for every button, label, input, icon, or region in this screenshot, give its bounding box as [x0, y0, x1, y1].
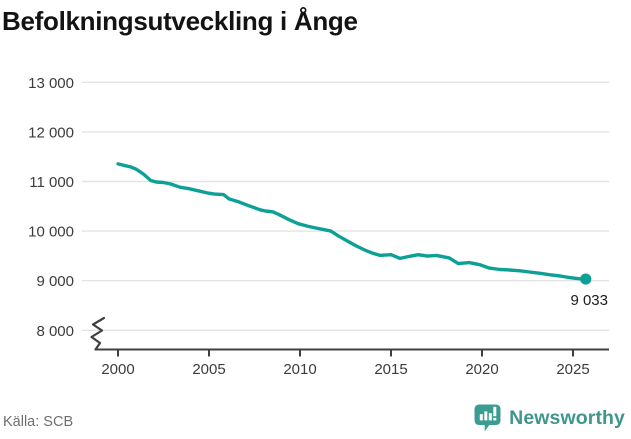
x-axis-tick-label: 2010: [283, 361, 316, 378]
latest-value-dot: [580, 273, 592, 285]
x-axis-tick-label: 2005: [192, 361, 225, 378]
x-axis-tick-label: 2015: [374, 361, 407, 378]
latest-value-label: 9 033: [570, 292, 608, 309]
y-axis-tick-label: 12 000: [28, 124, 74, 141]
population-line-chart: 13 000 12 000 11 000 10 000 9 000 8 000 2000 20…: [28, 75, 609, 378]
x-axis-tick-label: 2000: [101, 361, 134, 378]
y-axis-tick-label: 8 000: [36, 323, 74, 340]
x-axis-tick-label: 2025: [556, 361, 589, 378]
source-label: Källa: SCB: [3, 414, 74, 430]
y-axis-tick-label: 13 000: [28, 75, 74, 92]
x-axis-tick-label: 2020: [465, 361, 498, 378]
newsworthy-wordmark: Newsworthy: [509, 406, 625, 429]
chart-title: Befolkningsutveckling i Ånge: [2, 6, 358, 36]
y-axis-tick-label: 9 000: [36, 273, 74, 290]
y-axis-tick-label: 10 000: [28, 224, 74, 241]
population-series-line: [116, 162, 588, 281]
newsworthy-logo: Newsworthy: [473, 402, 625, 434]
y-axis-break-icon: [90, 316, 106, 351]
y-axis-tick-label: 11 000: [29, 174, 74, 191]
newsworthy-chart-bubble-icon: [474, 404, 501, 432]
